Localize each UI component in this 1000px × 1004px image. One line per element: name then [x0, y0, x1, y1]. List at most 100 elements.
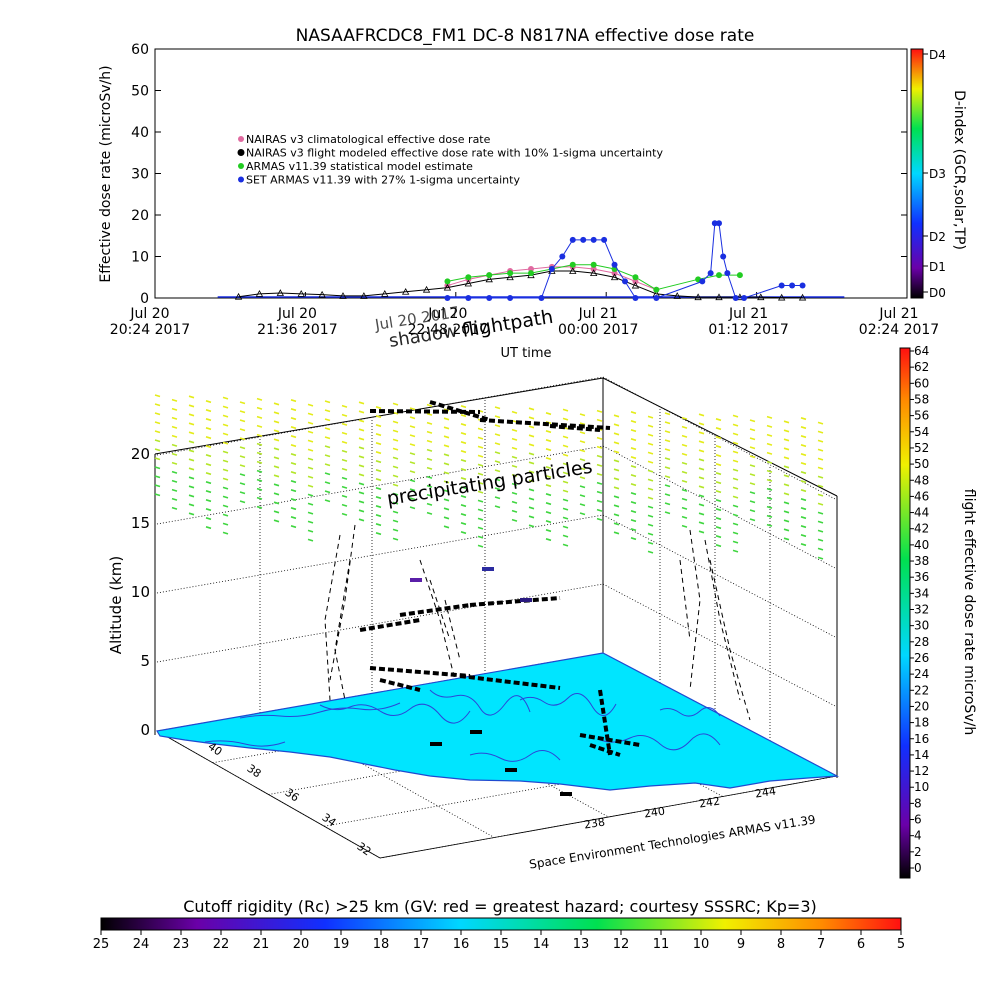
legend-marker: [238, 176, 244, 183]
particle-mark: [630, 411, 637, 415]
dose-tick-label: 16: [914, 732, 929, 746]
data-point: [653, 286, 660, 293]
particle-mark: [800, 516, 807, 520]
coastline-contour: [429, 689, 531, 716]
particle-mark: [545, 511, 552, 515]
data-point: [732, 295, 739, 301]
particle-mark: [732, 486, 739, 490]
particle-mark: [171, 416, 178, 420]
particle-mark: [511, 500, 518, 504]
x-tick-label-line1: Jul 20: [427, 306, 467, 322]
data-point: [464, 279, 473, 287]
flight-track: [359, 400, 641, 796]
particle-mark: [426, 502, 433, 506]
particle-mark: [494, 469, 501, 473]
y-tick-label: 50: [131, 84, 149, 100]
particle-mark: [307, 448, 314, 452]
data-point: [486, 295, 493, 301]
dose-tick-label: 2: [914, 845, 922, 859]
particle-mark: [341, 440, 348, 444]
particle-mark: [392, 528, 399, 532]
particle-mark: [715, 418, 722, 422]
particle-mark: [715, 526, 722, 530]
particle-mark: [630, 456, 637, 460]
particle-mark: [358, 437, 365, 441]
particle-mark: [800, 462, 807, 466]
x-tick-label-line2: 22:48 2017: [408, 322, 488, 338]
particle-mark: [239, 482, 246, 486]
x-tick-label-line2: 01:12 2017: [708, 322, 788, 338]
particle-mark: [749, 446, 756, 450]
particle-mark: [664, 466, 671, 470]
particle-mark: [749, 482, 756, 486]
particle-mark: [205, 490, 212, 494]
particle-mark: [290, 525, 297, 529]
x-tick-label-line1: Jul 21: [728, 306, 768, 322]
particle-mark: [664, 430, 671, 434]
rc-tick-label: 10: [693, 937, 710, 952]
data-point: [590, 236, 597, 243]
data-point: [778, 282, 785, 289]
particle-mark: [494, 496, 501, 500]
data-point: [569, 261, 576, 268]
particle-mark: [307, 520, 314, 524]
particle-mark: [732, 423, 739, 427]
top-y-axis-label: Effective dose rate (microSv/h): [98, 65, 114, 282]
particle-mark: [766, 478, 773, 482]
data-point: [711, 220, 718, 227]
particle-mark: [239, 419, 246, 423]
particle-mark: [494, 451, 501, 455]
dose-tick-label: 32: [914, 603, 929, 617]
particle-mark: [460, 450, 467, 454]
particle-mark: [783, 492, 790, 496]
particle-mark: [477, 544, 484, 548]
x-tick-label-line1: Jul 20: [277, 306, 317, 322]
particle-mark: [715, 517, 722, 521]
particle-mark: [494, 406, 501, 410]
particle-mark: [749, 473, 756, 477]
particle-mark: [443, 426, 450, 430]
shadow-path: [679, 529, 751, 721]
particle-mark: [324, 427, 331, 431]
particle-mark: [324, 445, 331, 449]
rc-colorbar-title: Cutoff rigidity (Rc) >25 km (GV: red = g…: [183, 897, 817, 916]
particle-mark: [511, 428, 518, 432]
particle-mark: [477, 535, 484, 539]
particle-mark: [171, 398, 178, 402]
particle-mark: [596, 481, 603, 485]
particle-mark: [647, 478, 654, 482]
particle-mark: [154, 457, 161, 461]
particle-mark: [154, 403, 161, 407]
particle-mark: [171, 452, 178, 456]
particle-mark: [766, 451, 773, 455]
particle-mark: [613, 522, 620, 526]
data-point: [318, 290, 326, 298]
particle-mark: [817, 511, 824, 515]
particle-mark: [528, 434, 535, 438]
particle-mark: [494, 415, 501, 419]
particle-mark: [528, 470, 535, 474]
particle-mark: [596, 490, 603, 494]
rc-tick-label: 25: [93, 937, 110, 952]
particle-mark: [766, 496, 773, 500]
dose-tick-label: 34: [914, 586, 929, 600]
particle-mark: [154, 493, 161, 497]
particle-mark: [613, 513, 620, 517]
particle-mark: [579, 503, 586, 507]
particle-mark: [222, 513, 229, 517]
particle-mark: [392, 465, 399, 469]
particle-mark: [324, 481, 331, 485]
particle-mark: [562, 543, 569, 547]
land-surface: [156, 652, 840, 791]
particle-mark: [443, 480, 450, 484]
particle-mark: [256, 451, 263, 455]
flight-segment: [589, 743, 621, 757]
coastline-contour: [659, 706, 721, 717]
particle-mark: [188, 485, 195, 489]
particle-mark: [664, 457, 671, 461]
particle-mark: [307, 439, 314, 443]
particle-mark: [256, 433, 263, 437]
particle-mark: [171, 470, 178, 474]
particle-mark: [477, 427, 484, 431]
